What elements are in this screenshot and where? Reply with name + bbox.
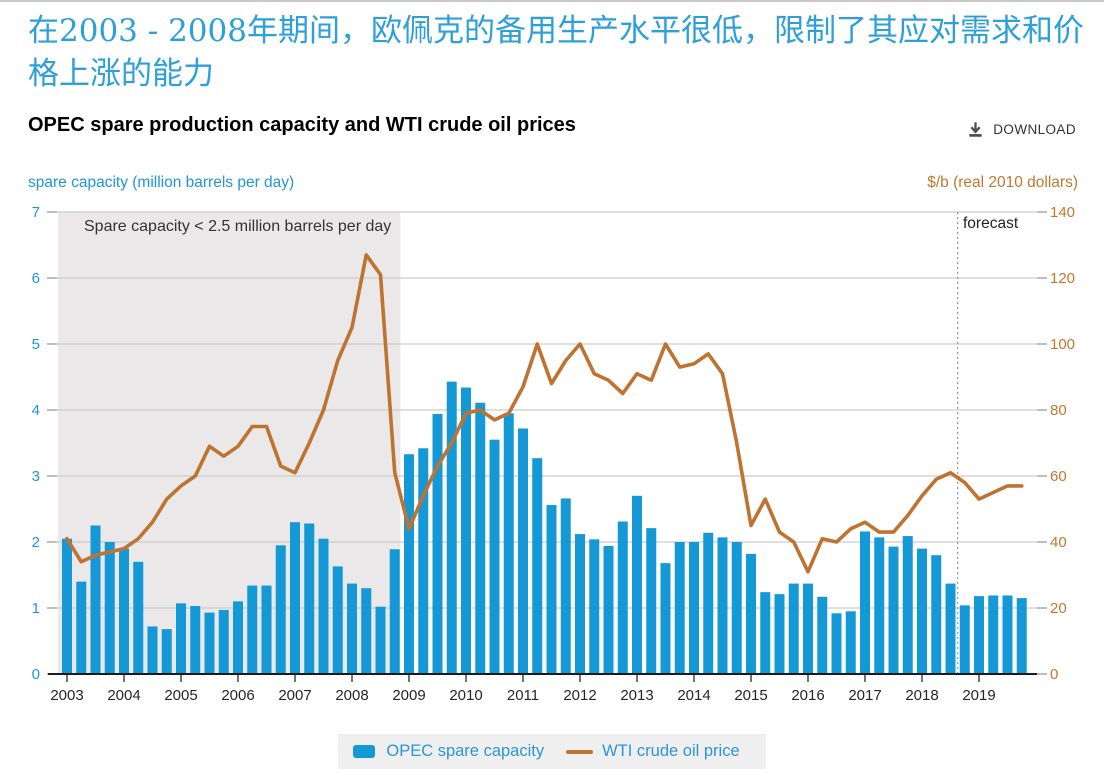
line-series-swatch	[566, 749, 594, 754]
svg-text:0: 0	[32, 666, 40, 683]
svg-text:7: 7	[32, 204, 40, 221]
svg-text:140: 140	[1050, 204, 1075, 221]
svg-text:120: 120	[1050, 270, 1075, 287]
svg-text:60: 60	[1050, 468, 1067, 485]
download-label: DOWNLOAD	[993, 122, 1076, 137]
svg-text:2009: 2009	[392, 687, 425, 704]
svg-text:20: 20	[1050, 600, 1067, 617]
svg-text:2: 2	[32, 534, 40, 551]
svg-text:2015: 2015	[734, 687, 767, 704]
svg-text:2013: 2013	[620, 687, 653, 704]
page-title: 在2003 - 2008年期间，欧佩克的备用生产水平很低，限制了其应对需求和价格…	[28, 13, 1084, 92]
svg-text:3: 3	[32, 468, 40, 485]
svg-text:0: 0	[1050, 666, 1058, 683]
svg-text:2014: 2014	[677, 687, 710, 704]
forecast-label: forecast	[963, 215, 1019, 232]
bar-series-swatch	[353, 745, 376, 758]
svg-text:2003: 2003	[50, 687, 83, 704]
svg-text:5: 5	[32, 336, 40, 353]
download-button[interactable]: DOWNLOAD	[964, 118, 1078, 141]
svg-text:2010: 2010	[449, 687, 482, 704]
legend-row: OPEC spare capacity WTI crude oil price	[0, 734, 1104, 769]
svg-text:2018: 2018	[905, 687, 938, 704]
svg-text:4: 4	[32, 402, 40, 419]
svg-text:2017: 2017	[848, 687, 881, 704]
legend-label-wti-price[interactable]: WTI crude oil price	[602, 742, 740, 760]
svg-text:2007: 2007	[278, 687, 311, 704]
svg-text:100: 100	[1050, 336, 1075, 353]
right-axis-caption: $/b (real 2010 dollars)	[927, 174, 1078, 191]
legend-label-spare-capacity[interactable]: OPEC spare capacity	[386, 742, 545, 760]
svg-text:1: 1	[32, 600, 40, 617]
svg-text:2005: 2005	[164, 687, 197, 704]
download-icon	[966, 120, 985, 139]
svg-text:2019: 2019	[962, 687, 995, 704]
svg-text:2006: 2006	[221, 687, 254, 704]
chart-title: OPEC spare production capacity and WTI c…	[28, 114, 576, 136]
shaded-region-annotation: Spare capacity < 2.5 million barrels per…	[84, 218, 392, 235]
left-axis-caption: spare capacity (million barrels per day)	[28, 174, 295, 191]
svg-text:40: 40	[1050, 534, 1067, 551]
svg-text:2008: 2008	[335, 687, 368, 704]
svg-text:2004: 2004	[107, 687, 140, 704]
svg-text:2016: 2016	[791, 687, 824, 704]
svg-text:2012: 2012	[563, 687, 596, 704]
svg-text:80: 80	[1050, 402, 1067, 419]
svg-text:6: 6	[32, 270, 40, 287]
svg-text:2011: 2011	[507, 687, 539, 704]
chart-legend: OPEC spare capacity WTI crude oil price	[338, 734, 766, 769]
